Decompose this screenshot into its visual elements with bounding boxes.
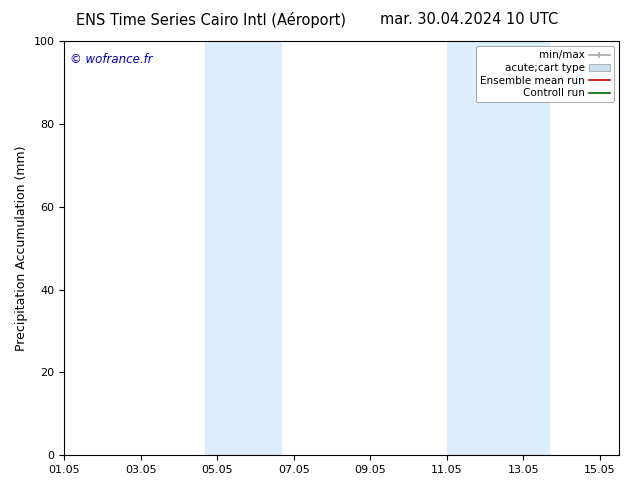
Text: © wofrance.fr: © wofrance.fr bbox=[70, 53, 152, 67]
Bar bbox=[205, 41, 281, 455]
Legend: min/max, acute;cart type, Ensemble mean run, Controll run: min/max, acute;cart type, Ensemble mean … bbox=[476, 46, 614, 102]
Text: mar. 30.04.2024 10 UTC: mar. 30.04.2024 10 UTC bbox=[380, 12, 558, 27]
Text: ENS Time Series Cairo Intl (Aéroport): ENS Time Series Cairo Intl (Aéroport) bbox=[76, 12, 346, 28]
Bar bbox=[447, 41, 549, 455]
Y-axis label: Precipitation Accumulation (mm): Precipitation Accumulation (mm) bbox=[15, 146, 28, 351]
